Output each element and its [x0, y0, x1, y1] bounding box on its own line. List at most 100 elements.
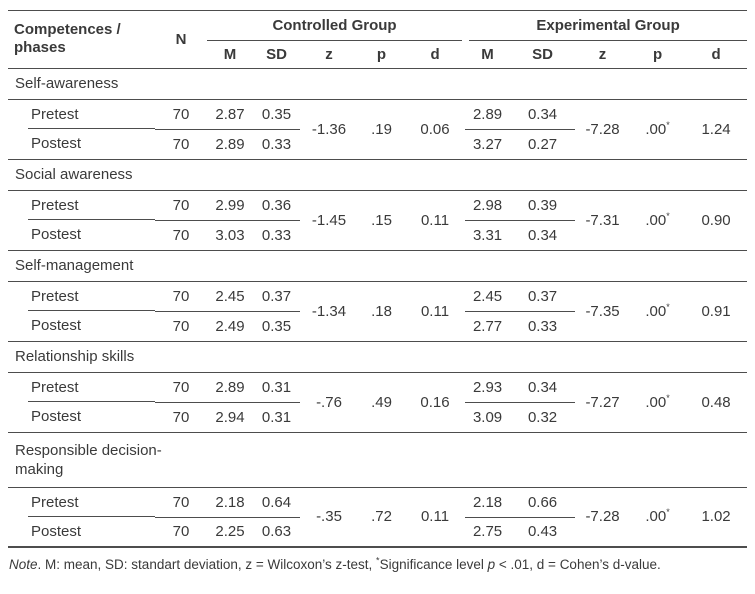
experimental-m-cell: 2.98	[465, 190, 511, 221]
p-value: .00	[645, 120, 667, 138]
column-header-p-controlled: p	[358, 41, 405, 69]
controlled-sd-cell: 0.37	[253, 281, 300, 312]
controlled-d-cell: 0.06	[405, 99, 466, 160]
column-header-m-controlled: M	[207, 41, 253, 69]
column-header-p-experimental: p	[630, 41, 686, 69]
column-header-controlled-group: Controlled Group	[207, 11, 465, 41]
section-title-row: Self-management	[8, 250, 748, 282]
n-cell: 70	[155, 190, 207, 221]
postest-row: Postest 70 2.94 0.31 3.09 0.32	[8, 402, 747, 433]
significance-asterisk: *	[666, 119, 670, 130]
n-cell: 70	[155, 372, 207, 403]
experimental-d-cell: 0.91	[685, 281, 748, 342]
column-header-competences-phases: Competences / phases	[8, 10, 155, 69]
column-header-z-controlled: z	[300, 41, 358, 69]
controlled-sd-cell: 0.35	[253, 311, 300, 342]
n-cell: 70	[155, 220, 207, 251]
controlled-d-cell: 0.11	[405, 190, 466, 251]
section-title-cell: Relationship skills	[8, 341, 748, 373]
significance-asterisk: *	[666, 301, 670, 312]
pretest-row: Pretest 70 2.99 0.36 -1.45 .15 0.11 2.98…	[8, 190, 748, 251]
section-title-row: Responsible decision-making	[8, 432, 748, 488]
experimental-sd-cell: 0.43	[510, 517, 576, 548]
controlled-z-cell: -1.45	[300, 190, 358, 251]
experimental-sd-cell: 0.37	[510, 281, 576, 312]
phase-cell: Postest	[8, 129, 155, 160]
controlled-m-cell: 3.03	[207, 220, 253, 251]
phase-cell: Pretest	[8, 190, 155, 220]
experimental-m-cell: 2.89	[465, 99, 511, 130]
experimental-sd-cell: 0.39	[510, 190, 576, 221]
experimental-p-cell: .00*	[630, 372, 686, 433]
experimental-sd-cell: 0.34	[510, 372, 576, 403]
controlled-sd-cell: 0.31	[253, 402, 300, 433]
header-row-stats: M SD z p d M SD z p d	[8, 41, 748, 69]
experimental-sd-cell: 0.27	[510, 129, 576, 160]
experimental-d-cell: 1.24	[685, 99, 748, 160]
significance-asterisk: *	[666, 210, 670, 221]
experimental-sd-cell: 0.34	[510, 99, 576, 130]
controlled-sd-cell: 0.33	[253, 220, 300, 251]
significance-asterisk: *	[376, 555, 380, 566]
n-cell: 70	[155, 281, 207, 312]
phase-cell: Postest	[8, 402, 155, 433]
controlled-m-cell: 2.25	[207, 517, 253, 548]
experimental-z-cell: -7.28	[575, 487, 631, 548]
column-header-experimental-group: Experimental Group	[465, 11, 748, 41]
experimental-sd-cell: 0.33	[510, 311, 576, 342]
controlled-z-cell: -1.34	[300, 281, 358, 342]
controlled-sd-cell: 0.31	[253, 372, 300, 403]
pretest-row: Pretest 70 2.87 0.35 -1.36 .19 0.06 2.89…	[8, 99, 748, 160]
phase-cell: Pretest	[8, 372, 155, 402]
column-header-sd-controlled: SD	[253, 41, 300, 69]
p-value: .00	[645, 393, 667, 411]
section-title-cell: Social awareness	[8, 159, 748, 191]
header-row-groups: Competences / phases N Controlled Group …	[8, 10, 748, 69]
controlled-m-cell: 2.89	[207, 129, 253, 160]
controlled-p-cell: .15	[358, 190, 405, 251]
phase-cell: Postest	[8, 311, 155, 342]
controlled-z-cell: -.76	[300, 372, 358, 433]
experimental-z-cell: -7.27	[575, 372, 631, 433]
experimental-z-cell: -7.31	[575, 190, 631, 251]
controlled-m-cell: 2.45	[207, 281, 253, 312]
experimental-m-cell: 3.31	[465, 220, 511, 251]
controlled-z-cell: -.35	[300, 487, 358, 548]
controlled-group-underline: Controlled Group	[207, 11, 463, 41]
controlled-sd-cell: 0.63	[253, 517, 300, 548]
pretest-row: Pretest 70 2.45 0.37 -1.34 .18 0.11 2.45…	[8, 281, 748, 342]
experimental-m-cell: 2.77	[465, 311, 511, 342]
pretest-row: Pretest 70 2.18 0.64 -.35 .72 0.11 2.18 …	[8, 487, 748, 548]
column-header-n: N	[155, 10, 207, 69]
n-cell: 70	[155, 487, 207, 518]
postest-row: Postest 70 2.89 0.33 3.27 0.27	[8, 129, 747, 160]
wilcoxon-results-table: Competences / phases N Controlled Group …	[8, 10, 748, 548]
experimental-m-cell: 3.27	[465, 129, 511, 160]
section-title-cell: Self-awareness	[8, 68, 748, 100]
note-text-2: Significance level	[379, 557, 488, 572]
controlled-p-cell: .18	[358, 281, 405, 342]
section-title: Self-management	[15, 257, 134, 274]
experimental-sd-cell: 0.34	[510, 220, 576, 251]
experimental-group-underline: Experimental Group	[469, 11, 748, 41]
experimental-m-cell: 2.45	[465, 281, 511, 312]
controlled-p-cell: .49	[358, 372, 405, 433]
experimental-p-cell: .00*	[630, 487, 686, 548]
controlled-d-cell: 0.16	[405, 372, 466, 433]
n-cell: 70	[155, 402, 207, 433]
p-value: .00	[645, 211, 667, 229]
controlled-m-cell: 2.87	[207, 99, 253, 130]
column-header-m-experimental: M	[465, 41, 511, 69]
section-title-row: Relationship skills	[8, 341, 748, 373]
experimental-p-cell: .00*	[630, 281, 686, 342]
significance-asterisk: *	[666, 507, 670, 518]
experimental-p-cell: .00*	[630, 99, 686, 160]
n-cell: 70	[155, 311, 207, 342]
experimental-group-label: Experimental Group	[536, 17, 680, 34]
note-text-1: . M: mean, SD: standart deviation, z = W…	[37, 557, 377, 572]
controlled-sd-cell: 0.35	[253, 99, 300, 130]
controlled-group-label: Controlled Group	[272, 17, 397, 34]
controlled-p-cell: .72	[358, 487, 405, 548]
section-title: Self-awareness	[15, 75, 119, 92]
postest-row: Postest 70 2.49 0.35 2.77 0.33	[8, 311, 747, 342]
